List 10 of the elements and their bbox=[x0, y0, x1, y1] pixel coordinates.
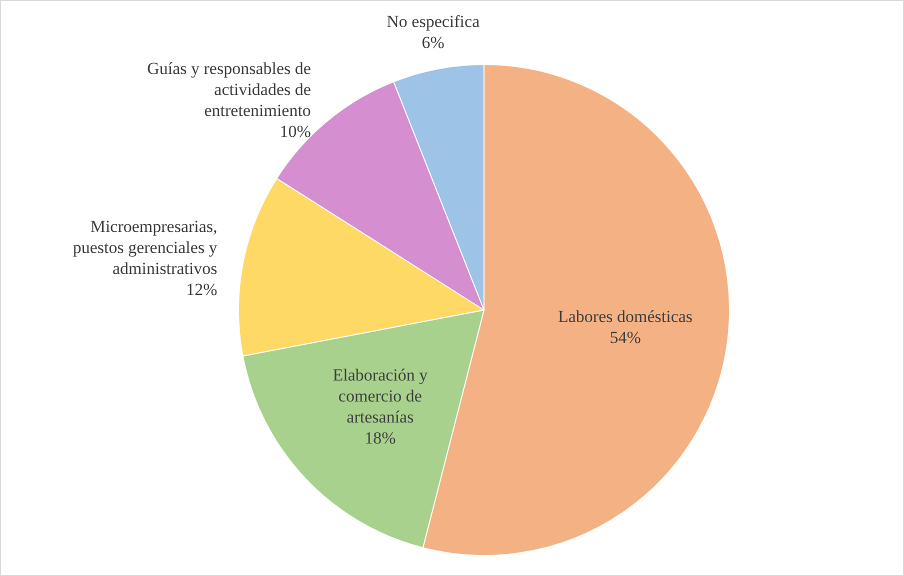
slice-label: Guías y responsables de actividades de entretenimiento bbox=[147, 58, 311, 120]
data-label: 10% bbox=[280, 122, 311, 141]
data-label: 18% bbox=[364, 428, 396, 448]
data-label: 12% bbox=[186, 280, 218, 300]
slice-label: Elaboración y comercio de artesanías bbox=[332, 365, 428, 426]
slice-label: Labores domésticas bbox=[558, 306, 693, 326]
slice-label: No especifica bbox=[386, 12, 480, 31]
slice-label: Microempresarias, puestos gerenciales y administrativos bbox=[72, 217, 218, 278]
data-label: 54% bbox=[610, 328, 641, 347]
data-label: 6% bbox=[422, 32, 444, 52]
